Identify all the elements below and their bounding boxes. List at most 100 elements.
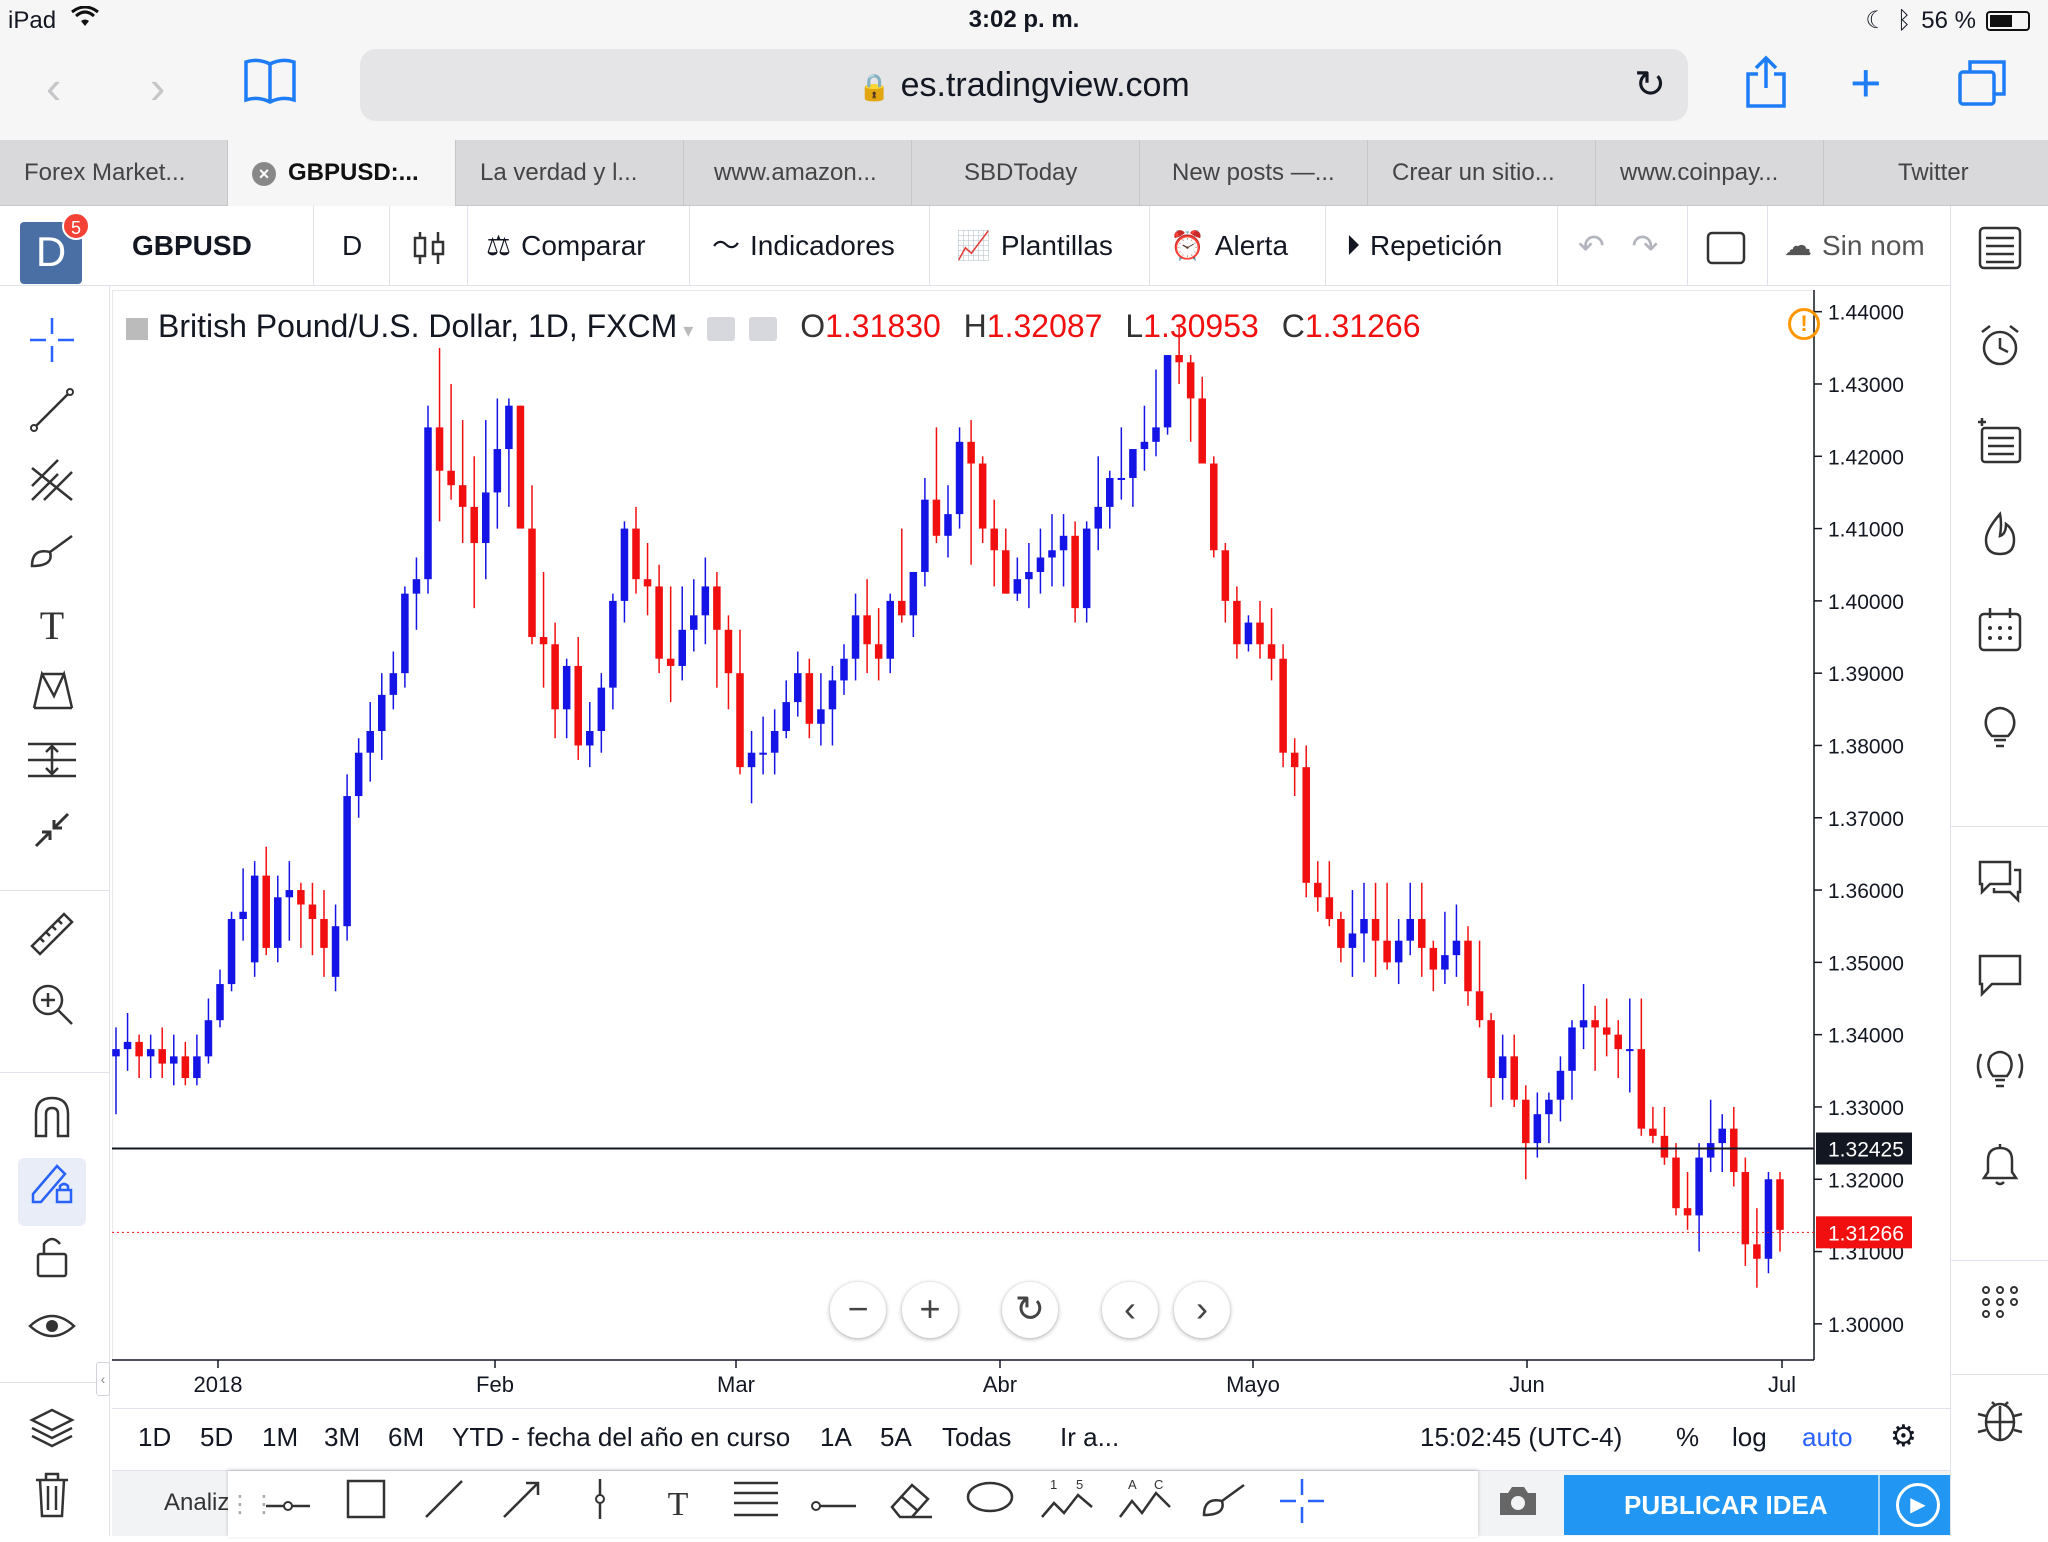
log-toggle[interactable]: log [1732, 1422, 1767, 1452]
trash-icon[interactable] [22, 1470, 82, 1530]
range-ytd[interactable]: YTD - fecha del año en curso [452, 1422, 791, 1452]
eraser-icon[interactable] [884, 1477, 940, 1533]
lock-drawings-icon[interactable] [18, 1158, 86, 1226]
pitchfork-icon[interactable] [22, 456, 82, 516]
tabs-overview-icon[interactable] [1956, 58, 2008, 119]
tab-crear-sitio[interactable]: Crear un sitio... [1368, 140, 1596, 206]
ellipse-icon[interactable] [962, 1477, 1018, 1533]
range-1m[interactable]: 1M [262, 1422, 299, 1452]
range-1d[interactable]: 1D [138, 1422, 172, 1452]
legend-dropdown-icon[interactable]: ▾ [683, 320, 694, 342]
fib-retracement-icon[interactable] [728, 1477, 784, 1533]
replay-button[interactable]: ⏵ Repetición [1326, 206, 1558, 286]
chat-bubble-icon[interactable] [1970, 950, 2030, 1010]
tab-close-icon[interactable]: × [252, 161, 276, 186]
tab-coinpay[interactable]: www.coinpay... [1596, 140, 1824, 206]
data-window-icon[interactable] [1970, 418, 2030, 478]
reset-chart-icon[interactable]: ↻ [1002, 1282, 1058, 1338]
address-bar[interactable]: 🔒 es.tradingview.com ↻ [360, 49, 1688, 121]
rectangle-icon[interactable] [338, 1477, 394, 1533]
range-6m[interactable]: 6M [388, 1422, 425, 1452]
undo-icon[interactable]: ↶ [1578, 228, 1605, 264]
scroll-left-icon[interactable]: ‹ [1102, 1282, 1158, 1338]
eye-icon[interactable] [22, 1302, 82, 1362]
redo-icon[interactable]: ↷ [1631, 228, 1659, 264]
text-icon[interactable]: T [667, 1486, 689, 1523]
magnet-icon[interactable] [22, 1092, 82, 1152]
crosshair-drawing-icon[interactable] [1274, 1477, 1330, 1533]
notifications-bell-icon[interactable] [1970, 1140, 2030, 1200]
hotlist-flame-icon[interactable] [1970, 510, 2030, 570]
chart-style-button[interactable] [390, 206, 468, 286]
auto-toggle[interactable]: auto [1802, 1422, 1853, 1452]
compare-button[interactable]: ⚖ Comparar [468, 206, 690, 286]
calendar-icon[interactable] [1970, 606, 2030, 666]
bookmarks-icon[interactable] [242, 56, 298, 117]
scroll-right-icon[interactable]: › [1174, 1282, 1230, 1338]
drag-handle-icon[interactable]: ⋮⋮ [228, 1491, 276, 1518]
range-5a[interactable]: 5A [880, 1422, 912, 1452]
collapse-toolbar-icon[interactable]: ‹ [96, 1362, 110, 1396]
range-1a[interactable]: 1A [820, 1422, 852, 1452]
alert-button[interactable]: ⏰ Alerta [1150, 206, 1326, 286]
goto-date[interactable]: Ir a... [1060, 1422, 1120, 1452]
forward-icon[interactable]: › [150, 61, 166, 113]
horizontal-line-icon[interactable] [806, 1477, 862, 1533]
interval-button[interactable]: D [314, 206, 390, 286]
arrow-icon[interactable] [494, 1477, 550, 1533]
publish-idea-button[interactable]: PUBLICAR IDEA ▶ [1564, 1475, 1950, 1535]
unlock-icon[interactable] [22, 1232, 82, 1292]
tab-gbpusd[interactable]: × GBPUSD:... [228, 140, 456, 206]
share-icon[interactable] [1744, 54, 1788, 121]
prediction-icon[interactable] [22, 736, 82, 796]
legend-settings-icon[interactable] [749, 316, 778, 341]
timezone-clock[interactable]: 15:02:45 (UTC-4) [1420, 1422, 1623, 1452]
back-icon[interactable]: ‹ [46, 61, 62, 113]
symbol-search[interactable]: GBPUSD [112, 206, 314, 286]
pattern-icon[interactable] [22, 666, 82, 726]
price-chart[interactable]: 1.44000 1.43000 1.42000 1.41000 1.40000 1.390… [112, 290, 1948, 1408]
watchlist-icon[interactable] [1970, 224, 2030, 284]
vertical-line-icon[interactable] [572, 1477, 628, 1533]
bug-report-icon[interactable] [1970, 1392, 2030, 1452]
tab-new-posts[interactable]: New posts —... [1140, 140, 1368, 206]
tab-twitter[interactable]: Twitter [1898, 159, 1969, 186]
chart-area[interactable]: 1.44000 1.43000 1.42000 1.41000 1.40000 1.390… [112, 290, 1948, 1397]
new-tab-icon[interactable]: + [1850, 53, 1882, 113]
range-all[interactable]: Todas [942, 1422, 1012, 1452]
line-icon[interactable] [416, 1477, 472, 1533]
camera-icon[interactable] [1496, 1483, 1540, 1528]
icons-tool-icon[interactable] [22, 806, 82, 866]
warning-icon[interactable]: ! [1788, 308, 1820, 340]
play-icon[interactable]: ▶ [1896, 1483, 1940, 1527]
ruler-icon[interactable] [22, 910, 82, 970]
chart-settings-icon[interactable]: ⚙ [1890, 1420, 1917, 1453]
range-3m[interactable]: 3M [324, 1422, 361, 1452]
tab-sbdtoday[interactable]: SBDToday [912, 140, 1140, 206]
trend-line-icon[interactable] [22, 386, 82, 446]
percent-toggle[interactable]: % [1676, 1422, 1700, 1452]
analysis-tab[interactable]: Analiz [164, 1489, 230, 1516]
horizontal-ray-icon[interactable] [260, 1477, 316, 1533]
brush-drawing-icon[interactable] [1196, 1477, 1252, 1533]
legend-eye-icon[interactable] [707, 316, 736, 341]
tab-amazon[interactable]: www.amazon... [684, 140, 912, 206]
range-5d[interactable]: 5D [200, 1422, 234, 1452]
layers-icon[interactable] [22, 1402, 82, 1462]
fullscreen-button[interactable] [1688, 206, 1768, 286]
alerts-clock-icon[interactable] [1970, 322, 2030, 382]
streams-icon[interactable] [1970, 1044, 2030, 1104]
dots-grid-icon[interactable] [1970, 1276, 2030, 1336]
templates-button[interactable]: 📈 Plantillas [930, 206, 1150, 286]
zoom-out-button[interactable]: − [830, 1282, 886, 1338]
chats-icon[interactable] [1970, 856, 2030, 916]
crosshair-icon[interactable] [22, 316, 82, 376]
tab-forex-market[interactable]: Forex Market... [0, 140, 228, 206]
indicators-button[interactable]: 〜 Indicadores [690, 206, 930, 286]
tab-la-verdad[interactable]: La verdad y l... [456, 140, 684, 206]
zoom-in-icon[interactable] [22, 980, 82, 1040]
text-tool-icon[interactable]: T [39, 603, 65, 648]
zoom-in-button[interactable]: + [902, 1282, 958, 1338]
